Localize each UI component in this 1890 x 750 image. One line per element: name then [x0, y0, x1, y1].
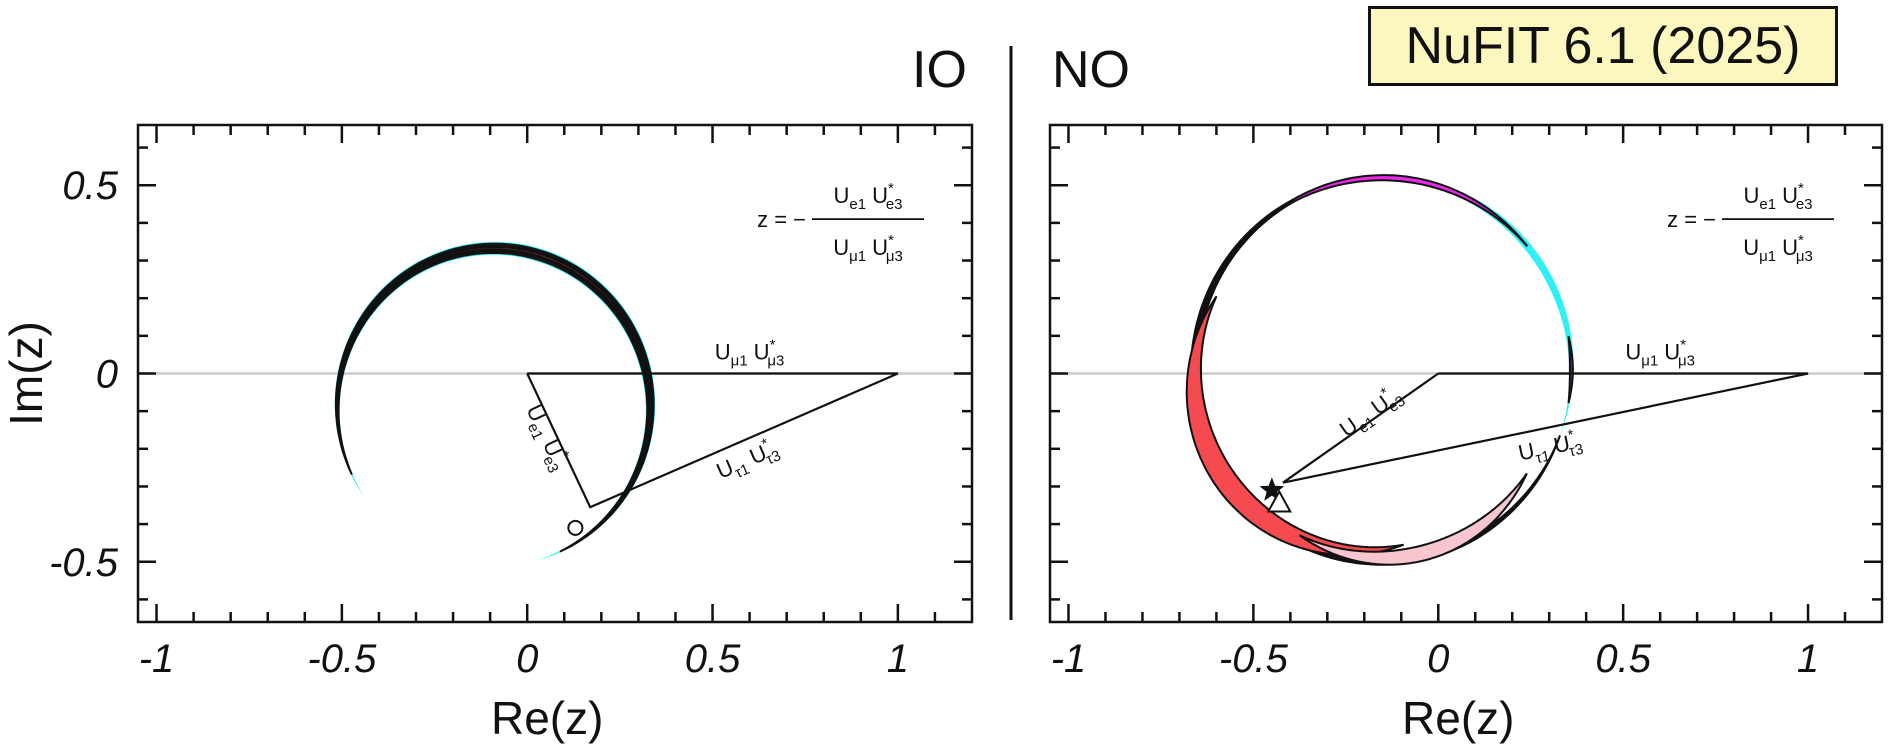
ordering-marker	[1266, 489, 1292, 513]
svg-text:Ue1U*e3: Ue1U*e3	[517, 399, 576, 475]
tau-label: Uτ1U*τ3	[711, 432, 784, 488]
formula-lhs: z = −	[1667, 207, 1716, 232]
y-tick-label: -0.5	[49, 541, 119, 585]
region-magenta	[334, 242, 655, 553]
no-title: NO	[1052, 41, 1130, 99]
svg-text:Uτ1U*τ3: Uτ1U*τ3	[711, 432, 783, 488]
x-axis-label: Re(z)	[491, 692, 603, 744]
x-tick-label: 1	[1797, 637, 1819, 681]
io-panel: Uμ1 U* μ3 Ue1U*e3 Uτ1U*τ3 z = − Ue1 U* e3 Uμ1 U* μ3…	[0, 123, 974, 744]
region-red	[336, 245, 653, 517]
formula-numerator: Ue1 U* e3	[834, 180, 903, 213]
y-tick-label: 0	[96, 353, 118, 397]
formula-lhs: z = −	[757, 207, 806, 232]
e-label: Ue1U*e3	[1333, 379, 1409, 446]
svg-text:Ue1U*e3: Ue1U*e3	[1333, 379, 1408, 446]
region-red	[1185, 295, 1405, 556]
region-cyan	[1366, 177, 1574, 436]
e-label: Ue1U*e3	[517, 399, 576, 476]
no-panel: Uμ1 U* μ3 Ue1U*e3 Uτ1U*τ3 z = − Ue1 U* e3 Uμ1 U* μ3…	[1048, 123, 1884, 744]
x-tick-label: 1	[887, 637, 909, 681]
formula: z = − Ue1 U* e3 Uμ1 U* μ3	[1667, 180, 1834, 265]
svg-text:Uτ1U*τ3: Uτ1U*τ3	[1515, 425, 1585, 470]
formula-denominator: Uμ1 U* μ3	[833, 232, 903, 265]
x-tick-label: 0	[516, 637, 538, 681]
tau-label: Uτ1U*τ3	[1515, 425, 1585, 470]
region-pink	[1299, 472, 1528, 566]
mu-label: Uμ1 U* μ3	[1625, 337, 1695, 370]
region-blue	[1567, 336, 1574, 404]
x-tick-label: 0.5	[1595, 637, 1651, 681]
version-badge: NuFIT 6.1 (2025)	[1368, 6, 1838, 86]
y-axis-label: Im(z)	[0, 321, 52, 426]
best-fit-marker	[567, 519, 584, 536]
best-fit-marker	[1259, 477, 1285, 501]
x-tick-label: -1	[1051, 637, 1087, 681]
y-tick-label: 0.5	[62, 164, 118, 208]
io-title: IO	[912, 41, 967, 99]
version-text: NuFIT 6.1 (2025)	[1405, 17, 1801, 75]
region-magenta	[1260, 174, 1529, 247]
x-axis-label: Re(z)	[1402, 692, 1514, 744]
unitarity-triangle	[526, 372, 899, 509]
mu-label: Uμ1 U* μ3	[715, 337, 785, 370]
x-tick-label: 0.5	[685, 637, 741, 681]
x-tick-label: -1	[139, 637, 175, 681]
unitarity-triangle	[1282, 372, 1809, 484]
x-tick-label: 0	[1427, 637, 1449, 681]
formula: z = − Ue1 U* e3 Uμ1 U* μ3	[757, 180, 924, 265]
x-tick-label: -0.5	[1219, 637, 1289, 681]
formula-denominator: Uμ1 U* μ3	[1743, 232, 1813, 265]
x-tick-label: -0.5	[307, 637, 377, 681]
formula-numerator: Ue1 U* e3	[1744, 180, 1813, 213]
